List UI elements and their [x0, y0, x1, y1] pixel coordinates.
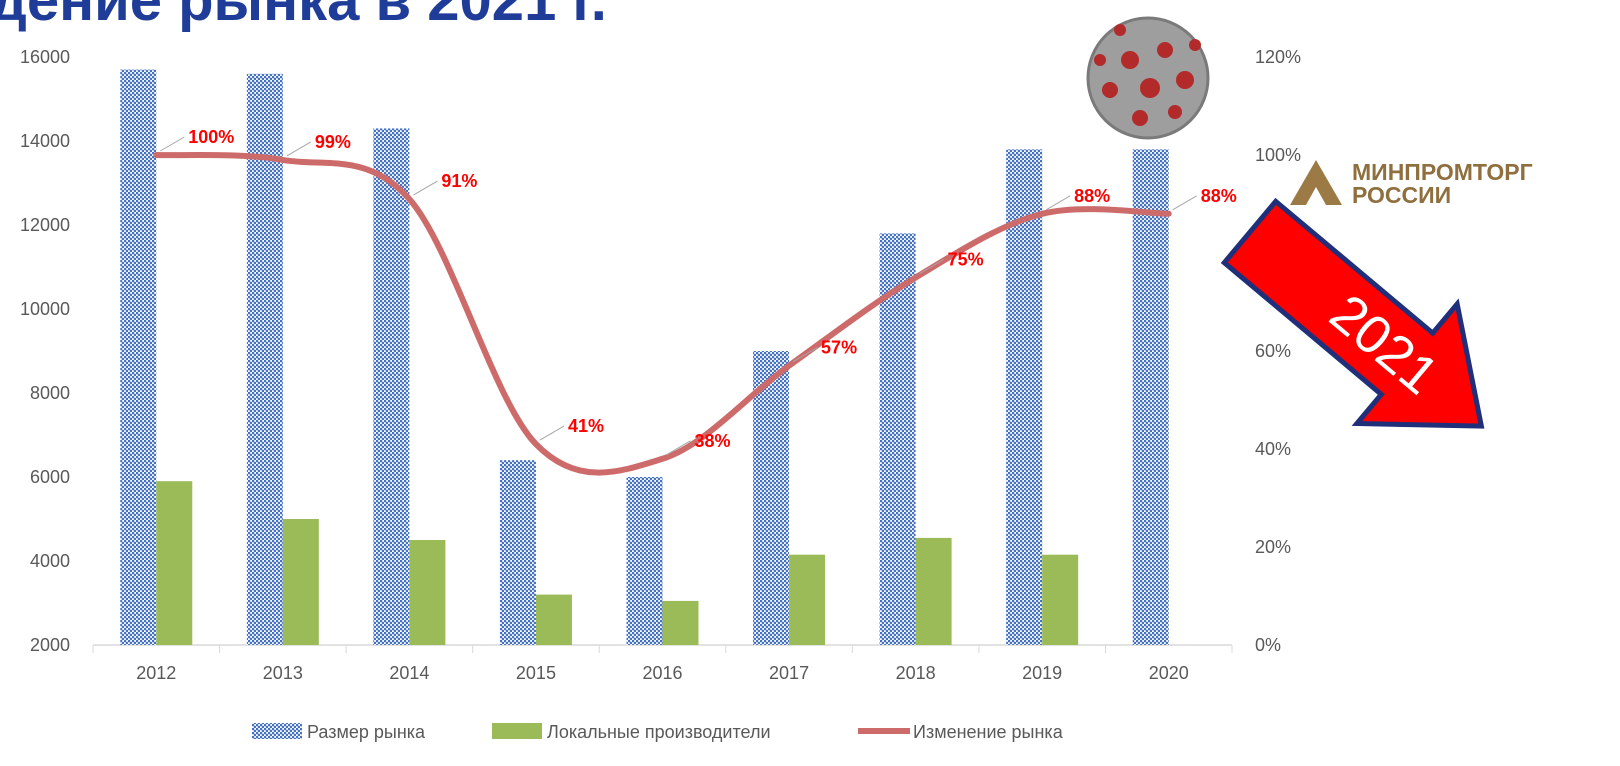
- bar: [662, 600, 699, 645]
- leader-line: [919, 259, 944, 274]
- bar: [1006, 149, 1043, 645]
- bar: [879, 233, 916, 645]
- leader-line: [286, 141, 312, 157]
- y-tick-label: 12000: [20, 215, 70, 235]
- logo: МИНПРОМТОРГ РОССИИ: [1290, 159, 1533, 208]
- virus-image: [1086, 16, 1210, 140]
- x-tick-label: 2014: [389, 663, 429, 683]
- data-label: 91%: [441, 171, 477, 191]
- data-label: 57%: [821, 338, 857, 358]
- legend-label: Размер рынка: [307, 722, 426, 742]
- bar: [1042, 554, 1079, 645]
- leader-line: [160, 136, 185, 152]
- x-tick-label: 2016: [642, 663, 682, 683]
- x-tick-label: 2017: [769, 663, 809, 683]
- line: [153, 151, 1172, 476]
- logo-text: МИНПРОМТОРГ: [1352, 159, 1533, 185]
- y-tick-label: 4000: [30, 551, 70, 571]
- bar: [373, 128, 410, 645]
- legend-swatch: [252, 723, 302, 739]
- y2-tick-label: 60%: [1255, 341, 1291, 361]
- bar: [753, 351, 790, 645]
- x-tick-label: 2012: [136, 663, 176, 683]
- bar: [246, 73, 283, 646]
- data-label: 88%: [1074, 186, 1110, 206]
- data-label: 99%: [315, 132, 351, 152]
- legend-swatch: [492, 723, 542, 739]
- arrow: 2021: [1220, 197, 1485, 429]
- x-tick-label: 2013: [263, 663, 303, 683]
- logo-text: РОССИИ: [1352, 182, 1451, 208]
- leader-line: [539, 425, 565, 441]
- leader-line: [413, 180, 438, 196]
- y-tick-label: 16000: [20, 47, 70, 67]
- y2-tick-label: 0%: [1255, 635, 1281, 655]
- data-label: 41%: [568, 416, 604, 436]
- leader-line: [1045, 195, 1071, 211]
- data-label: 75%: [948, 250, 984, 270]
- y-tick-label: 8000: [30, 383, 70, 403]
- y2-tick-label: 40%: [1255, 439, 1291, 459]
- y2-tick-label: 120%: [1255, 47, 1301, 67]
- y-tick-label: 6000: [30, 467, 70, 487]
- bar: [915, 537, 952, 645]
- y-tick-label: 2000: [30, 635, 70, 655]
- x-tick-label: 2020: [1149, 663, 1189, 683]
- bar: [409, 540, 446, 645]
- bar: [1132, 149, 1169, 645]
- data-label: 88%: [1201, 186, 1237, 206]
- bar: [535, 594, 572, 645]
- data-label: 100%: [188, 127, 234, 147]
- bar: [156, 481, 193, 645]
- legend-label: Изменение рынка: [913, 722, 1064, 742]
- bar: [282, 519, 319, 645]
- bar: [789, 554, 826, 645]
- leader-line: [666, 440, 691, 456]
- plot: 2000 4000 6000 8000 10000 12000 14000 16000 0% 20…: [20, 47, 1301, 683]
- y-tick-label: 10000: [20, 299, 70, 319]
- leader-line: [1172, 195, 1197, 211]
- y-tick-label: 14000: [20, 131, 70, 151]
- bar: [120, 69, 157, 646]
- x-tick-label: 2019: [1022, 663, 1062, 683]
- data-label: 38%: [695, 431, 731, 451]
- x-tick-label: 2018: [896, 663, 936, 683]
- bar: [499, 460, 536, 645]
- legend-label: Локальные производители: [547, 722, 771, 742]
- leader-line: [792, 347, 818, 363]
- y2-tick-label: 20%: [1255, 537, 1291, 557]
- page-title: дение рынка в 2021 г.: [0, 0, 607, 33]
- y2-tick-label: 100%: [1255, 145, 1301, 165]
- bar: [626, 477, 663, 645]
- x-tick-label: 2015: [516, 663, 556, 683]
